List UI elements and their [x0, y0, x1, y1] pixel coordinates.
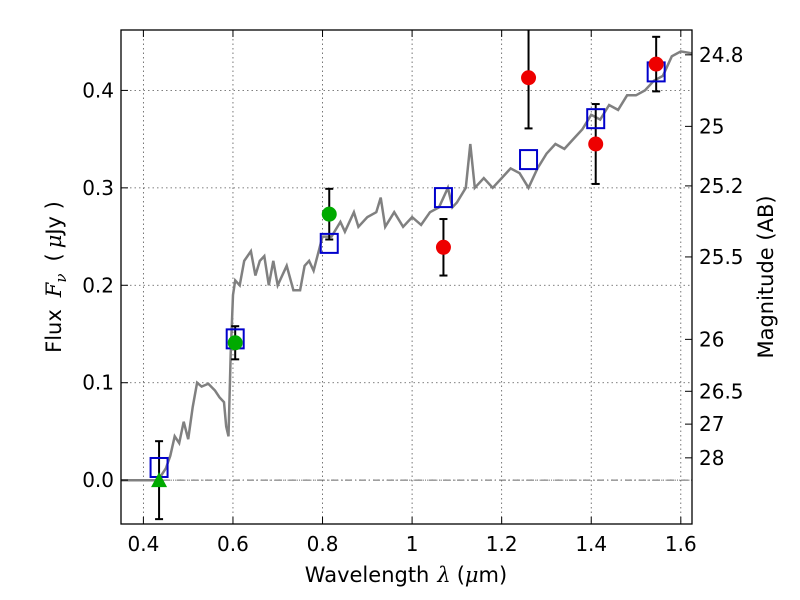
nir-detection-point	[588, 136, 604, 152]
x-tick-label: 0.6	[217, 532, 249, 556]
plot-frame	[120, 29, 693, 525]
y-axis-title: FluxFν(μJy )	[42, 201, 70, 353]
x-tick-label: 1.4	[575, 532, 607, 556]
y-tick-label: 0.1	[82, 371, 114, 395]
x-tick-label: 1.6	[665, 532, 697, 556]
model-photometry-point	[433, 187, 453, 209]
optical-detection-point	[227, 335, 243, 351]
x-axis-title: Wavelength λ (μm)	[305, 563, 507, 587]
x-tick-label: 0.8	[307, 532, 339, 556]
x-tick-label: 1	[406, 532, 419, 556]
plot-area	[121, 30, 692, 521]
x-tick-label: 1.2	[486, 532, 518, 556]
upper-limit-marker	[151, 472, 168, 488]
mag-tick-label: 26	[699, 327, 724, 351]
x-tick-label: 0.4	[127, 532, 159, 556]
mag-tick-label: 27	[699, 412, 724, 436]
mag-tick-label: 24.8	[699, 43, 744, 67]
grid-lines	[121, 30, 692, 524]
mag-tick-label: 25.5	[699, 245, 744, 269]
nir-detection-point	[435, 239, 451, 255]
mag-tick-label: 28	[699, 446, 724, 470]
mag-tick-label: 26.5	[699, 379, 744, 403]
y-tick-label: 0.0	[82, 468, 114, 492]
model-photometry-point	[586, 108, 606, 130]
optical-detection-point	[321, 206, 337, 222]
axis-ticks: 0.4 0.6 0.8 1 1.2 1.4 1.6 0.0 0.1 0.2 0.3 0.4 24.8 25…	[82, 30, 744, 556]
y-tick-label: 0.3	[82, 176, 114, 200]
y-tick-label: 0.4	[82, 78, 114, 102]
model-photometry-point	[519, 149, 539, 171]
nir-detection-point	[648, 56, 664, 72]
y-tick-label: 0.2	[82, 273, 114, 297]
model-photometry-point	[319, 232, 339, 254]
nir-detection-point	[521, 70, 537, 86]
model-spectrum-line	[121, 50, 692, 482]
mag-tick-label: 25	[699, 114, 724, 138]
mag-tick-label: 25.2	[699, 174, 744, 198]
y2-axis-title: Magnitude (AB)	[754, 195, 778, 358]
data-marks	[149, 30, 666, 521]
